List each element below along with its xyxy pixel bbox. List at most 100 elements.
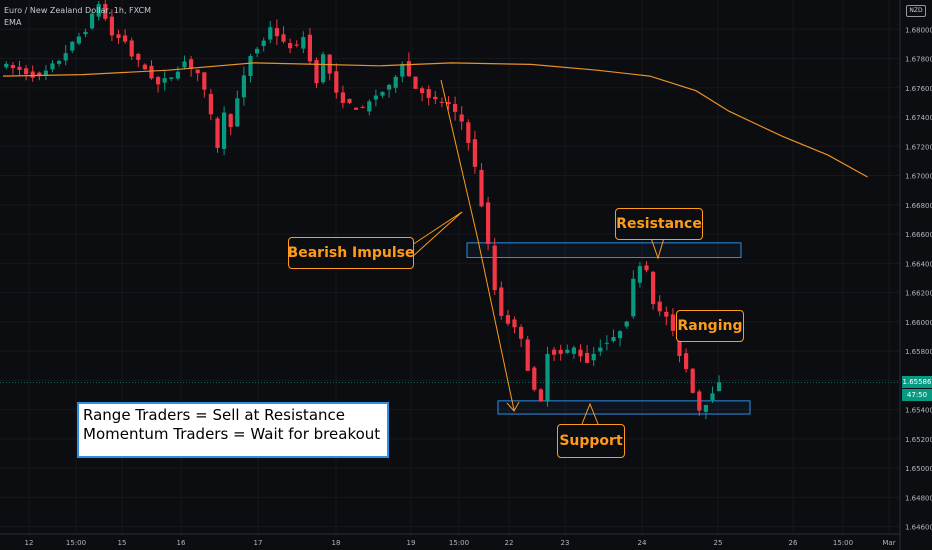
candle-body-up (241, 75, 246, 98)
candle-body-up (90, 13, 95, 29)
currency-badge[interactable]: NZD (906, 5, 926, 17)
x-tick-label: 25 (714, 539, 723, 547)
candle-body-up (604, 342, 609, 344)
candle-body-down (651, 271, 656, 305)
y-tick-label: 1.67800 (905, 56, 932, 64)
x-tick-label: 18 (332, 539, 341, 547)
candle-body-down (334, 71, 339, 93)
candle-body-up (248, 56, 253, 76)
candle-body-down (585, 352, 590, 363)
candle-body-down (406, 61, 411, 77)
bearish-impulse-callout[interactable]: Bearish Impulse (288, 237, 414, 269)
candle-body-up (717, 382, 722, 392)
candle-body-up (618, 331, 623, 339)
candle-body-down (525, 339, 530, 371)
x-tick-label: 15:00 (833, 539, 853, 547)
x-tick-label: 22 (505, 539, 514, 547)
candle-body-down (697, 391, 702, 411)
candle-body-down (37, 72, 42, 76)
candle-body-up (321, 54, 326, 83)
indicator-label-ema[interactable]: EMA (4, 18, 22, 27)
y-tick-label: 1.67600 (905, 85, 932, 93)
candle-body-down (552, 349, 557, 355)
bearish-callout-pointer (411, 211, 463, 258)
current-price-label: 1.65586 (902, 376, 932, 388)
candle-body-up (255, 48, 260, 54)
resistance-callout-pointer (650, 237, 665, 260)
candle-body-up (624, 321, 629, 327)
candle-body-down (30, 71, 35, 78)
candle-body-down (24, 68, 29, 75)
x-tick-label: 16 (177, 539, 186, 547)
candle-body-up (222, 112, 227, 149)
candle-body-down (459, 114, 464, 122)
candle-body-down (149, 65, 154, 79)
candle-body-down (129, 40, 134, 57)
candle-body-up (169, 77, 174, 79)
candle-body-down (453, 103, 458, 112)
resistance-callout[interactable]: Resistance (615, 208, 703, 240)
x-tick-label: 15 (118, 539, 127, 547)
candle-body-down (208, 93, 213, 115)
candle-body-down (472, 139, 477, 167)
candle-body-down (690, 368, 695, 393)
candle-body-down (360, 106, 365, 108)
support-callout[interactable]: Support (557, 424, 625, 458)
candlestick-series (4, 0, 722, 420)
ranging-callout[interactable]: Ranging (676, 310, 744, 342)
candle-body-down (466, 122, 471, 143)
candle-body-down (420, 88, 425, 94)
candle-body-up (703, 404, 708, 412)
candle-body-down (228, 114, 233, 128)
candle-body-down (189, 59, 194, 69)
candle-body-up (63, 53, 68, 61)
candle-body-down (109, 16, 114, 36)
symbol-title[interactable]: Euro / New Zealand Dollar, 1h, FXCM (4, 6, 152, 15)
x-tick-label: 17 (254, 539, 263, 547)
candle-body-down (17, 66, 22, 70)
y-tick-label: 1.67200 (905, 143, 932, 151)
candle-body-down (354, 107, 359, 110)
candle-body-down (307, 34, 312, 62)
candle-body-down (202, 72, 207, 90)
candle-body-down (288, 43, 293, 49)
candle-body-down (103, 3, 108, 19)
y-tick-label: 1.64800 (905, 494, 932, 502)
candle-body-down (670, 314, 675, 331)
candle-body-up (83, 31, 88, 35)
resistance-zone (466, 242, 742, 258)
candle-body-up (175, 71, 180, 79)
candle-body-down (512, 319, 517, 328)
candle-body-down (281, 34, 286, 42)
y-tick-label: 1.66000 (905, 319, 932, 327)
candle-body-down (314, 59, 319, 84)
candle-body-down (142, 64, 147, 70)
candle-body-down (123, 35, 128, 42)
candle-body-up (182, 61, 187, 68)
candle-body-down (657, 301, 662, 312)
support-callout-pointer (581, 402, 599, 425)
candle-body-up (96, 4, 101, 17)
y-tick-label: 1.67000 (905, 173, 932, 181)
candle-body-down (644, 265, 649, 271)
ema-line-group (2, 62, 868, 178)
candle-body-down (156, 77, 161, 85)
candle-body-down (677, 331, 682, 356)
support-zone (497, 400, 751, 415)
bar-countdown-label: 47:50 (902, 389, 932, 401)
strategy-line-range: Range Traders = Sell at Resistance (83, 406, 345, 424)
strategy-info-box[interactable]: Range Traders = Sell at Resistance Momen… (77, 402, 389, 458)
x-tick-label: 23 (561, 539, 570, 547)
candle-body-down (195, 69, 200, 74)
y-tick-label: 1.68000 (905, 26, 932, 34)
y-tick-label: 1.67400 (905, 114, 932, 122)
x-tick-label: Mar (882, 539, 895, 547)
bearish-impulse-arrowhead (506, 401, 520, 412)
candle-body-down (136, 53, 141, 60)
candle-body-up (4, 63, 9, 68)
y-tick-label: 1.65800 (905, 348, 932, 356)
candle-body-up (611, 337, 616, 342)
candle-body-down (578, 349, 583, 357)
